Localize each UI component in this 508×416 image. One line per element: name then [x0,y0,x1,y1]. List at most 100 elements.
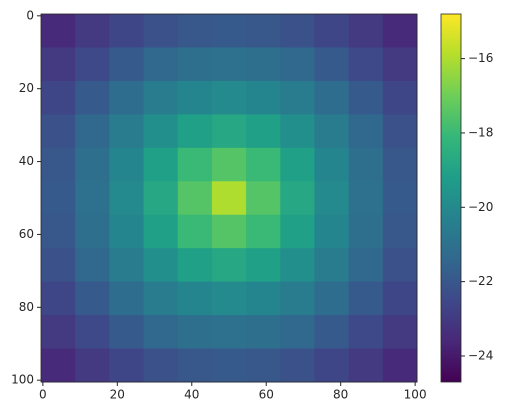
heat-cell [280,47,315,82]
heat-cell [348,47,384,82]
heat-cell [109,181,145,216]
heat-cell [382,315,418,350]
heat-cell [348,14,384,48]
heat-cell [246,315,281,350]
heat-cell [211,281,247,316]
heat-cell [348,114,384,149]
heat-cell [348,147,384,182]
heat-cell [109,14,145,48]
heat-cell [143,348,179,383]
heat-cell [314,281,350,316]
heat-cell [246,47,281,82]
heat-cell [41,248,76,283]
heat-cell [143,80,179,115]
heat-cell [211,14,247,48]
heat-cell [246,248,281,283]
heat-cell [177,348,213,383]
y-tick-label: 100 [11,373,34,387]
heat-cell [211,348,247,383]
heat-cell [348,348,384,383]
heat-cell [41,214,76,249]
heat-cell [382,348,418,383]
heat-cell [280,147,315,182]
heat-cell [314,114,350,149]
heat-cell [314,214,350,249]
heat-cell [382,181,418,216]
heat-cell [211,248,247,283]
x-tick-label: 20 [110,388,125,402]
heat-cell [41,147,76,182]
heat-cell [143,14,179,48]
heat-cell [75,47,110,82]
colorbar-tick-label: −24 [468,348,493,362]
heat-cell [41,47,76,82]
heat-cell [143,114,179,149]
heat-cell [211,214,247,249]
heat-cell [211,315,247,350]
heat-cell [246,281,281,316]
heat-cell [143,181,179,216]
heat-cell [75,248,110,283]
heat-cell [211,147,247,182]
heat-cell [280,348,315,383]
y-tick-label: 0 [26,8,34,22]
heat-cell [143,214,179,249]
heat-cell [211,114,247,149]
heat-cell [382,14,418,48]
heat-cell [177,214,213,249]
heat-cell [314,14,350,48]
heat-cell [143,315,179,350]
heat-cell [177,147,213,182]
heat-cell [143,147,179,182]
heat-cell [382,147,418,182]
heat-cell [348,80,384,115]
heat-cell [280,14,315,48]
heat-cell [211,80,247,115]
heat-cell [109,47,145,82]
heat-cell [246,214,281,249]
heat-cell [75,281,110,316]
heat-cell [177,281,213,316]
x-tick-label: 100 [404,388,427,402]
heat-cell [75,14,110,48]
heat-cell [41,281,76,316]
heat-cell [75,147,110,182]
heat-cell [382,80,418,115]
heat-cell [382,214,418,249]
heat-cell [75,80,110,115]
heat-cell [211,181,247,216]
heat-cell [348,315,384,350]
colorbar-tick-label: −20 [468,200,493,214]
heat-cell [314,181,350,216]
heat-cell [75,114,110,149]
heat-cell [75,181,110,216]
heat-cell [246,147,281,182]
heat-cell [177,248,213,283]
y-tick-label: 40 [19,154,34,168]
heat-cell [348,214,384,249]
heat-cell [109,114,145,149]
colorbar [440,13,462,383]
heat-cell [109,348,145,383]
heat-cell [348,281,384,316]
heat-cell [314,47,350,82]
heat-cell [109,214,145,249]
heat-cell [280,181,315,216]
heat-cell [280,214,315,249]
heat-cell [109,147,145,182]
y-tick-label: 60 [19,227,34,241]
heat-cell [382,47,418,82]
heat-cell [246,348,281,383]
y-tick-label: 20 [19,81,34,95]
heat-cell [382,281,418,316]
heat-cell [211,47,247,82]
heat-cell [75,214,110,249]
heat-cell [280,248,315,283]
heat-cell [177,315,213,350]
heat-cell [246,14,281,48]
heat-cell [41,181,76,216]
heat-cell [177,47,213,82]
colorbar-tick-label: −18 [468,125,493,139]
heat-cell [109,80,145,115]
x-tick-label: 40 [184,388,199,402]
